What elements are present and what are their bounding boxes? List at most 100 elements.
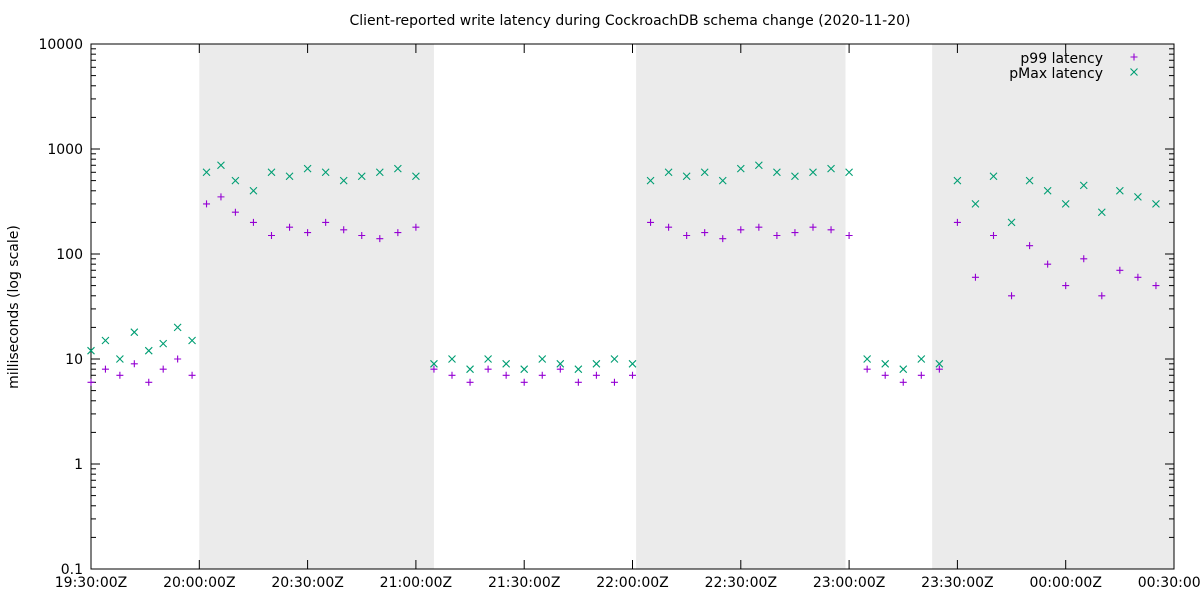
- data-point: [827, 226, 835, 234]
- data-point: [130, 328, 139, 337]
- data-point: [863, 365, 871, 373]
- data-point: [188, 371, 196, 379]
- legend-label-p99: p99 latency: [1020, 51, 1103, 67]
- data-point: [647, 218, 655, 226]
- data-point: [393, 164, 402, 173]
- data-point: [1007, 218, 1016, 227]
- legend-marker: [1130, 68, 1138, 76]
- data-point: [357, 172, 366, 181]
- data-point: [101, 336, 110, 345]
- y-tick-label: 10000: [38, 37, 83, 53]
- data-point: [268, 232, 275, 240]
- data-point: [989, 172, 998, 181]
- data-point: [845, 232, 853, 240]
- x-tick-label: 23:00:00Z: [813, 575, 885, 591]
- y-tick-label: 1: [74, 457, 83, 473]
- x-tick-label: 19:30:00Z: [55, 575, 127, 591]
- data-point: [285, 172, 294, 181]
- data-point: [101, 365, 109, 373]
- data-point: [1152, 282, 1160, 290]
- data-point: [1115, 186, 1124, 195]
- data-point: [754, 161, 763, 170]
- data-point: [339, 176, 348, 185]
- data-point: [144, 346, 153, 355]
- data-point: [173, 323, 182, 332]
- data-point: [448, 371, 456, 379]
- data-point: [159, 365, 167, 373]
- data-point: [466, 378, 474, 386]
- data-point: [159, 339, 168, 348]
- y-axis: 0.1 1 10 100 1000 10000: [38, 37, 1174, 578]
- data-point: [231, 176, 240, 185]
- data-point: [1061, 200, 1070, 208]
- x-tick-label: 21:30:00Z: [488, 575, 560, 591]
- data-point: [87, 378, 95, 386]
- chart-title: Client-reported write latency during Coc…: [350, 13, 911, 29]
- data-point: [899, 378, 907, 386]
- data-point: [700, 168, 709, 177]
- data-point: [556, 365, 564, 373]
- data-point: [375, 168, 384, 177]
- x-tick-label: 20:00:00Z: [163, 575, 235, 591]
- shaded-regions: [199, 44, 1174, 569]
- x-tick-label: 21:00:00Z: [380, 575, 452, 591]
- data-point: [1098, 292, 1106, 300]
- data-series: [87, 161, 1160, 386]
- data-point: [953, 176, 962, 185]
- data-point: [448, 355, 456, 363]
- data-point: [935, 359, 944, 368]
- data-point: [773, 232, 781, 240]
- data-point: [1043, 186, 1052, 195]
- data-point: [899, 365, 908, 374]
- x-axis: 19:30:00Z 20:00:00Z 20:30:00Z 21:00:00Z 21:3…: [55, 44, 1200, 591]
- data-point: [202, 168, 211, 177]
- data-point: [538, 355, 547, 363]
- data-point: [303, 164, 312, 173]
- shaded-region: [932, 44, 1174, 569]
- data-point: [502, 371, 510, 379]
- data-point: [917, 371, 925, 379]
- data-point: [520, 365, 529, 374]
- data-point: [484, 365, 492, 373]
- data-point: [683, 232, 691, 240]
- data-point: [376, 235, 384, 243]
- y-tick-label: 10: [65, 352, 83, 368]
- x-tick-label: 22:00:00Z: [596, 575, 668, 591]
- y-tick-label: 0.1: [61, 562, 83, 578]
- data-point: [665, 223, 673, 231]
- x-tick-label: 00:30:00Z: [1138, 575, 1200, 591]
- y-tick-label: 100: [56, 247, 83, 263]
- data-point: [1062, 282, 1070, 290]
- data-point: [610, 355, 619, 363]
- data-point: [321, 168, 330, 177]
- data-point: [791, 172, 799, 181]
- data-point: [538, 371, 546, 379]
- data-point: [249, 186, 258, 195]
- y-axis-label: milliseconds (log scale): [6, 225, 22, 389]
- data-point: [935, 365, 943, 373]
- data-point: [737, 226, 745, 234]
- data-point: [174, 355, 182, 363]
- data-point: [394, 229, 402, 237]
- legend: p99 latency pMax latency: [1009, 51, 1138, 82]
- data-point: [664, 168, 673, 177]
- data-point: [719, 235, 727, 243]
- data-point: [971, 273, 979, 281]
- data-point: [116, 371, 124, 379]
- data-point: [412, 172, 420, 181]
- data-point: [953, 218, 961, 226]
- data-point: [267, 168, 276, 177]
- data-point: [881, 359, 890, 368]
- y-tick-label: 1000: [47, 142, 83, 158]
- data-point: [1079, 181, 1088, 190]
- data-point: [1008, 292, 1016, 300]
- data-point: [1044, 260, 1052, 268]
- data-point: [990, 232, 997, 240]
- data-point: [1097, 208, 1106, 217]
- x-tick-label: 23:30:00Z: [921, 575, 993, 591]
- data-point: [115, 355, 124, 363]
- data-point: [845, 168, 853, 177]
- shaded-region: [636, 44, 846, 569]
- data-point: [827, 164, 835, 173]
